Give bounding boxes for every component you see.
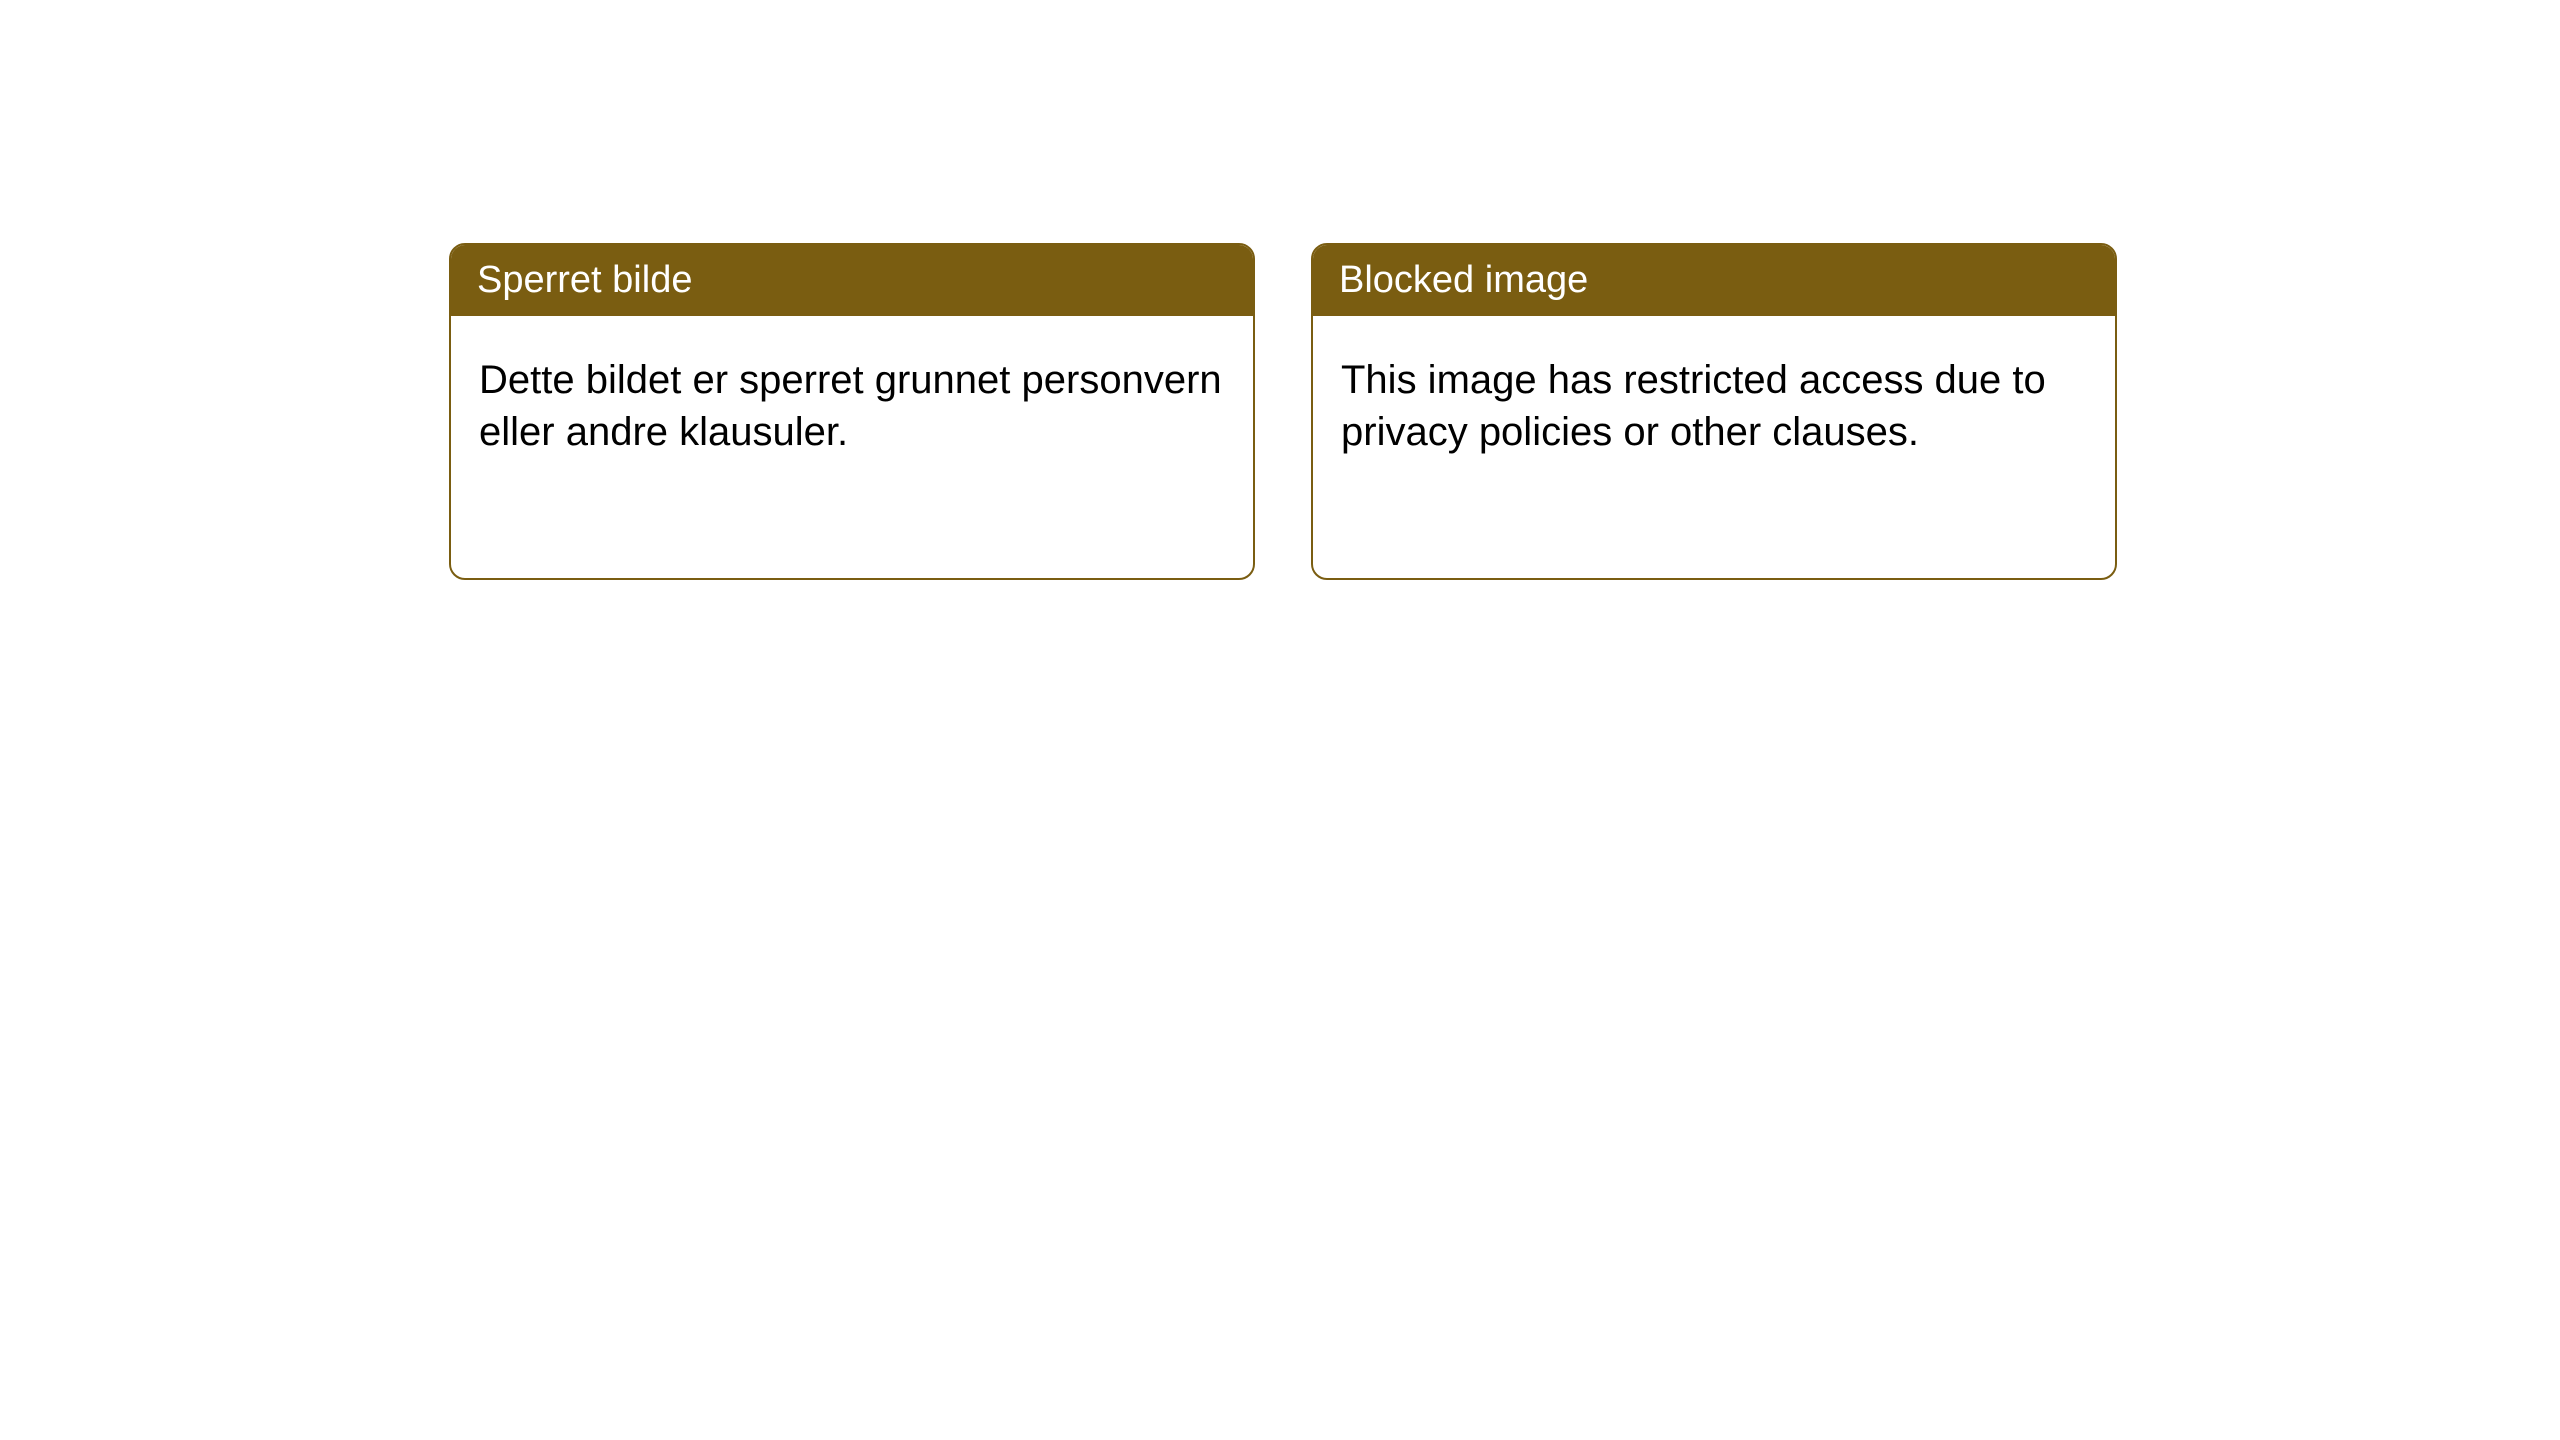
card-title: Blocked image: [1339, 259, 1588, 301]
card-title: Sperret bilde: [477, 259, 692, 301]
card-header: Sperret bilde: [451, 245, 1253, 316]
card-body: Dette bildet er sperret grunnet personve…: [451, 316, 1253, 496]
card-body: This image has restricted access due to …: [1313, 316, 2115, 496]
notice-card-english: Blocked image This image has restricted …: [1311, 243, 2117, 580]
card-body-text: Dette bildet er sperret grunnet personve…: [479, 358, 1222, 454]
card-body-text: This image has restricted access due to …: [1341, 358, 2046, 454]
notice-cards-container: Sperret bilde Dette bildet er sperret gr…: [449, 243, 2117, 580]
notice-card-norwegian: Sperret bilde Dette bildet er sperret gr…: [449, 243, 1255, 580]
card-header: Blocked image: [1313, 245, 2115, 316]
